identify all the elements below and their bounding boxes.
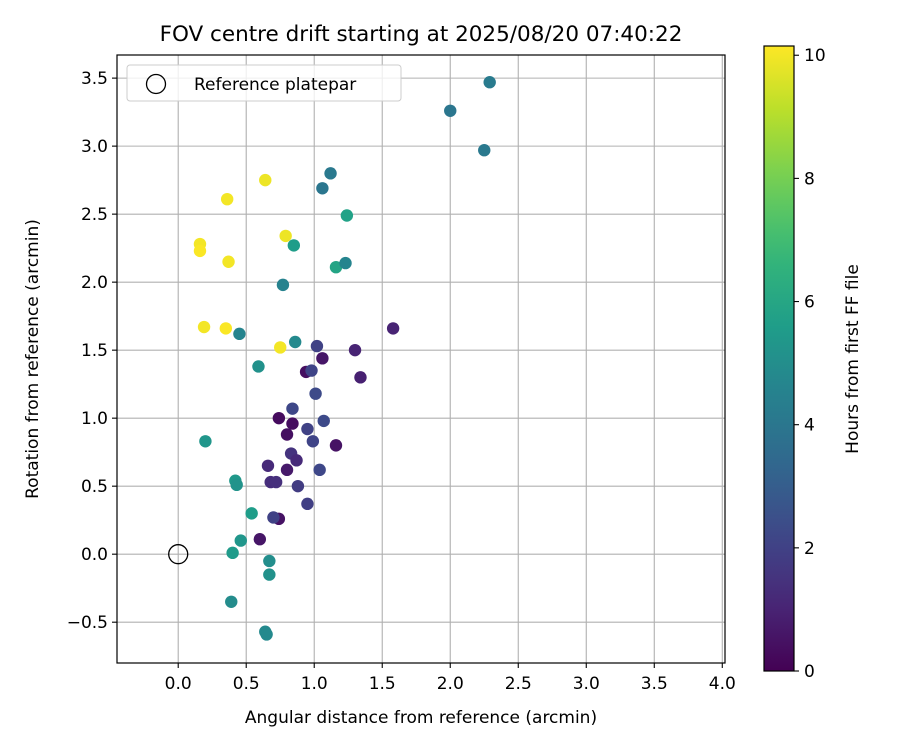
data-point (478, 144, 491, 157)
data-point (316, 182, 329, 195)
colorbar-tick-label: 10 (804, 46, 826, 66)
data-point (263, 568, 276, 581)
data-point (252, 360, 265, 373)
data-point (219, 322, 233, 335)
data-point (329, 260, 343, 274)
data-point (313, 463, 326, 477)
data-point (286, 417, 299, 430)
x-tick-label: 1.5 (369, 674, 396, 694)
data-point (301, 422, 314, 436)
y-tick-label: −0.5 (67, 613, 108, 633)
x-tick-label: 3.0 (573, 674, 600, 694)
y-tick-label: 2.5 (81, 205, 108, 225)
data-point (348, 343, 362, 357)
data-point (280, 428, 294, 441)
y-axis-label: Rotation from reference (arcmin) (23, 219, 43, 499)
colorbar-tick-label: 6 (804, 293, 815, 313)
data-point (267, 511, 280, 524)
y-tick-label: 3.0 (81, 137, 108, 157)
data-point (301, 497, 314, 511)
colorbar-tick-label: 8 (804, 169, 815, 189)
data-point (276, 278, 290, 292)
data-point (305, 364, 318, 377)
data-point (280, 463, 294, 477)
plot-frame (116, 54, 726, 664)
colorbar (763, 45, 795, 672)
data-point (272, 411, 286, 425)
data-point (261, 459, 275, 472)
data-point (269, 475, 283, 489)
data-point (274, 341, 287, 354)
data-point (310, 339, 324, 353)
y-tick-label: 0.0 (81, 545, 108, 565)
data-point (253, 533, 267, 546)
colorbar-tick-label: 2 (804, 539, 815, 559)
legend: Reference platepar (126, 64, 402, 102)
data-point (290, 454, 303, 467)
data-point (245, 507, 258, 520)
x-tick-label: 2.0 (437, 674, 464, 694)
x-tick-label: 4.0 (709, 674, 736, 694)
y-tick-label: 3.5 (81, 69, 108, 89)
data-point (263, 554, 276, 568)
grid-lines (117, 55, 725, 663)
colorbar-tick-label: 4 (804, 416, 815, 436)
data-point (193, 244, 207, 258)
data-points (193, 76, 496, 641)
data-point (279, 229, 292, 243)
x-tick-label: 3.5 (641, 674, 668, 694)
data-point (230, 478, 243, 492)
data-point (339, 256, 352, 270)
data-point (234, 534, 247, 547)
data-point (286, 402, 299, 415)
data-point (340, 209, 354, 222)
colorbar-tick-label: 0 (804, 662, 815, 682)
data-point (386, 322, 400, 335)
y-axis-ticks: −0.5 0.0 0.5 1.0 1.5 2.0 2.5 3.0 3.5 (67, 69, 117, 633)
data-point (225, 595, 238, 608)
x-tick-label: 0.0 (165, 674, 192, 694)
data-point (483, 76, 496, 89)
data-point (324, 167, 337, 180)
data-point (260, 628, 273, 641)
legend-marker-open-circle (145, 73, 167, 95)
x-tick-label: 1.0 (301, 674, 328, 694)
y-tick-label: 0.5 (81, 477, 108, 497)
data-point (233, 327, 246, 341)
legend-box (126, 64, 402, 102)
x-axis-label: Angular distance from reference (arcmin) (245, 708, 597, 728)
data-point (444, 104, 457, 117)
data-point (316, 352, 329, 365)
x-axis-ticks: 0.0 0.5 1.0 1.5 2.0 2.5 3.0 3.5 4.0 (165, 663, 736, 694)
legend-label: Reference platepar (194, 75, 356, 95)
data-point (291, 479, 305, 493)
y-tick-label: 1.5 (81, 341, 108, 361)
y-tick-label: 2.0 (81, 273, 108, 293)
data-point (197, 320, 211, 334)
reference-point (168, 544, 189, 565)
data-point (222, 255, 235, 268)
data-point (288, 335, 302, 349)
chart-title: FOV centre drift starting at 2025/08/20 … (160, 22, 683, 47)
data-point (317, 414, 330, 428)
data-point (287, 239, 301, 252)
y-tick-label: 1.0 (81, 409, 108, 429)
colorbar-label: Hours from first FF file (843, 264, 863, 454)
x-tick-label: 2.5 (505, 674, 532, 694)
data-point (354, 371, 367, 384)
colorbar-ticks: 0 2 4 6 8 10 (794, 46, 826, 682)
x-tick-label: 0.5 (233, 674, 260, 694)
reference-layer (168, 544, 189, 565)
data-point (309, 387, 322, 400)
data-point (259, 173, 272, 187)
data-point (226, 546, 239, 560)
data-point (329, 439, 343, 452)
data-point (199, 435, 212, 448)
data-point (306, 435, 320, 448)
data-point (220, 192, 234, 206)
